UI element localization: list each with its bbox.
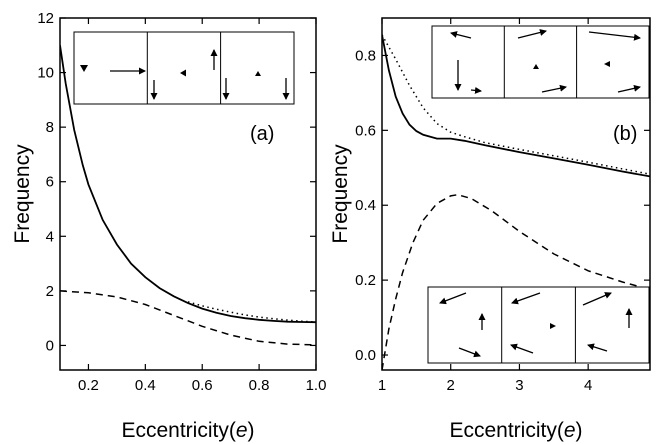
panel-b-ytick-label: 0.8 <box>355 47 376 64</box>
panel-a-ytick-label: 4 <box>46 228 54 245</box>
panel-b-xtick-label: 1 <box>378 377 386 394</box>
panel-a-frame <box>59 17 317 371</box>
inset-b-arrow-icon <box>511 292 541 305</box>
inset-b-arrow-icon <box>588 31 641 41</box>
inset-a-node-icon <box>255 71 261 76</box>
panel-a-inset <box>73 31 295 105</box>
panel-a-series-dotted <box>187 301 316 323</box>
panel-a-ticks: 0.2 0.4 0.6 0.8 1.0 0 2 4 6 8 10 12 <box>37 10 326 394</box>
panel-a-xtick-label: 1.0 <box>306 377 327 394</box>
inset-b-arrow-icon <box>617 84 641 93</box>
panel-b-label: (b) <box>613 123 637 145</box>
panel-b-frame <box>381 17 651 371</box>
inset-b-arrow-icon <box>439 292 467 305</box>
inset-a-node-icon <box>80 65 88 72</box>
panel-a-ytick-label: 10 <box>37 65 54 82</box>
panel-a-ytick-label: 12 <box>37 10 54 27</box>
panel-a-xtick-label: 0.2 <box>78 377 99 394</box>
panel-a-ytick-label: 2 <box>46 283 54 300</box>
panel-b-ytick-label: 0.0 <box>355 347 376 364</box>
inset-b-arrow-icon <box>450 31 472 39</box>
panel-b-xlabel: Eccentricity(e) <box>449 419 582 442</box>
panel-a-series-group <box>60 45 316 346</box>
panel-a-ytick-label: 8 <box>46 119 54 136</box>
inset-b-arrow-icon <box>517 29 547 39</box>
panel-a-series-solid <box>60 45 316 324</box>
panel-a-ytick-label: 6 <box>46 174 54 191</box>
panel-b-ylabel: Frequency <box>329 144 352 244</box>
inset-b-arrow-icon <box>470 86 482 94</box>
inset-b-arrow-icon <box>582 292 612 306</box>
inset-b-arrow-icon <box>458 347 481 358</box>
panel-b-series-dotted <box>382 34 650 175</box>
panel-b-inset-top <box>431 25 650 99</box>
panel-a: 0.2 0.4 0.6 0.8 1.0 0 2 4 6 8 10 12 (a) Frequency E… <box>11 10 326 442</box>
panel-b-series-group <box>382 34 650 370</box>
panel-b-xtick-label: 3 <box>515 377 523 394</box>
panel-a-ytick-label: 0 <box>46 337 54 354</box>
panel-b-series-dashed <box>382 193 650 370</box>
panel-b-ytick-label: 0.6 <box>355 122 376 139</box>
inset-b-node-icon <box>533 64 539 69</box>
panel-a-series-dashed <box>60 290 316 346</box>
panel-b-xtick-label: 2 <box>447 377 455 394</box>
panel-b-xtick-label: 4 <box>584 377 592 394</box>
panel-a-xtick-label: 0.4 <box>135 377 156 394</box>
panel-b-ticks: 1 2 3 4 0.0 0.2 0.4 0.6 0.8 <box>355 18 650 394</box>
inset-a-node-icon <box>180 69 186 77</box>
panel-a-label: (a) <box>250 123 274 145</box>
panel-a-xtick-label: 0.8 <box>249 377 270 394</box>
inset-b-arrow-icon <box>541 84 567 93</box>
inset-b-node-icon <box>604 61 610 67</box>
panel-a-xlabel: Eccentricity(e) <box>121 419 254 442</box>
panel-b-inset-bottom <box>427 286 650 364</box>
inset-b-node-icon <box>550 323 556 329</box>
panel-b-ytick-label: 0.2 <box>355 272 376 289</box>
inset-b-arrow-icon <box>587 343 608 352</box>
panel-b-ytick-label: 0.4 <box>355 197 376 214</box>
panel-b-series-solid <box>382 34 650 178</box>
panel-a-xtick-label: 0.6 <box>192 377 213 394</box>
panel-a-ylabel: Frequency <box>11 144 34 244</box>
panel-b: 1 2 3 4 0.0 0.2 0.4 0.6 0.8 <box>329 17 651 442</box>
inset-b-arrow-icon <box>510 343 534 354</box>
